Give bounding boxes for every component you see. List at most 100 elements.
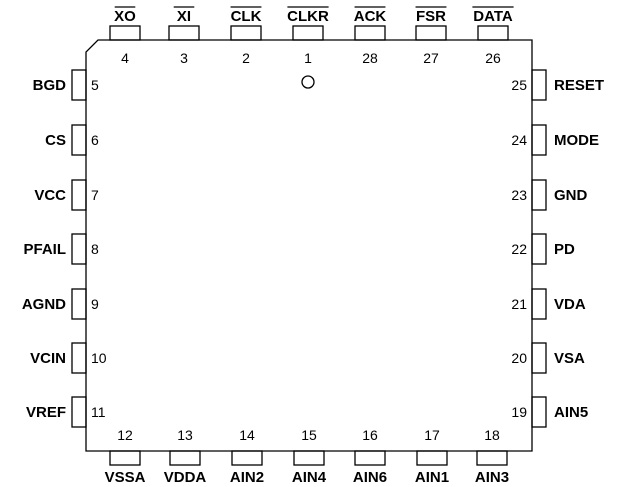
pin-signal-label: AIN6: [353, 469, 387, 486]
pin-number: 16: [362, 427, 378, 443]
pin-left-9: AGND 9: [22, 288, 99, 320]
pin-pad: [531, 342, 547, 374]
pin-1-indicator: [301, 75, 315, 89]
pin-signal-label: AIN2: [230, 469, 264, 486]
pin-bottom-18: 18 AIN3: [475, 427, 509, 486]
top-pins: XO 4 XI 3 CLK 2 CLKR 1 ACK 28 FSR 27 DATA 26: [109, 6, 514, 66]
pin-signal-label: DATA: [473, 8, 513, 25]
pin-left-11: VREF 11: [26, 396, 106, 428]
pin-pad: [109, 450, 141, 466]
pin-bottom-13: 13 VDDA: [164, 427, 207, 486]
pin-signal-label: RESET: [554, 77, 604, 94]
pin-left-7: VCC 7: [34, 179, 99, 211]
left-pins: BGD 5 CS 6 VCC 7 PFAIL 8 AGND 9 VCIN 10 VREF 11: [22, 69, 107, 428]
pin-number: 11: [91, 404, 106, 420]
pin-pad: [531, 233, 547, 265]
pin-right-21: VDA 21: [511, 288, 586, 320]
pin-right-19: AIN5 19: [511, 396, 588, 428]
pin-left-10: VCIN 10: [30, 342, 107, 374]
pin-pad: [477, 25, 509, 41]
pin-number: 21: [511, 296, 527, 312]
pin-signal-label: VCC: [34, 187, 66, 204]
pin-signal-label: GND: [554, 187, 588, 204]
pin-pad: [293, 450, 325, 466]
pin-pad: [169, 450, 201, 466]
pin-signal-label: CLKR: [287, 8, 329, 25]
pin-pad: [416, 450, 448, 466]
pin-pad: [168, 25, 200, 41]
pin-right-20: VSA 20: [511, 342, 585, 374]
pin-signal-label: AIN5: [554, 404, 588, 421]
pin-number: 5: [91, 77, 99, 93]
pin-top-4: XO 4: [109, 6, 141, 66]
bottom-pins: 12 VSSA 13 VDDA 14 AIN2 15 AIN4 16 AIN6 17 AIN1 18 AI…: [105, 427, 510, 486]
pin-left-8: PFAIL 8: [23, 233, 99, 265]
pin-top-28: ACK 28: [354, 6, 386, 66]
pin-signal-label: VREF: [26, 404, 66, 421]
pin-signal-label: FSR: [416, 8, 446, 25]
pin-right-23: GND 23: [511, 179, 588, 211]
pin-bottom-15: 15 AIN4: [292, 427, 327, 486]
pin-signal-label: XI: [177, 8, 191, 25]
pin-pad: [531, 288, 547, 320]
pin-number: 2: [242, 50, 250, 66]
pin-number: 6: [91, 132, 99, 148]
pin-number: 14: [239, 427, 255, 443]
pin-signal-label: VSSA: [105, 469, 146, 486]
pin-bottom-14: 14 AIN2: [230, 427, 264, 486]
pin-number: 28: [362, 50, 378, 66]
pin-pad: [292, 25, 324, 41]
pin-number: 25: [511, 77, 527, 93]
pin-pad: [531, 69, 547, 101]
pin-left-6: CS 6: [45, 124, 99, 156]
pin-top-27: FSR 27: [415, 6, 447, 66]
pin-pad: [71, 233, 87, 265]
pin-pad: [230, 25, 262, 41]
pin-number: 4: [121, 50, 129, 66]
pin-number: 24: [511, 132, 527, 148]
pin-signal-label: XO: [114, 8, 136, 25]
pin-number: 26: [485, 50, 501, 66]
pin-signal-label: VDDA: [164, 469, 207, 486]
pin-pad: [71, 69, 87, 101]
pin-signal-label: AGND: [22, 296, 66, 313]
pin-number: 1: [304, 50, 312, 66]
pin-bottom-12: 12 VSSA: [105, 427, 146, 486]
pin-signal-label: PD: [554, 241, 575, 258]
pin-top-2: CLK 2: [230, 6, 262, 66]
pin-pad: [71, 396, 87, 428]
package-outline: [85, 39, 533, 452]
pin-number: 23: [511, 187, 527, 203]
pin-signal-label: AIN3: [475, 469, 509, 486]
pin-bottom-17: 17 AIN1: [415, 427, 449, 486]
pin-bottom-16: 16 AIN6: [353, 427, 387, 486]
pin-number: 3: [180, 50, 188, 66]
pin-number: 17: [424, 427, 440, 443]
pin-top-1: CLKR 1: [287, 6, 329, 66]
pin-right-25: RESET 25: [511, 69, 604, 101]
pin-pad: [531, 124, 547, 156]
pin-signal-label: AIN1: [415, 469, 449, 486]
pin-number: 19: [511, 404, 527, 420]
pin-pad: [476, 450, 508, 466]
pin-number: 20: [511, 350, 527, 366]
pin-number: 13: [177, 427, 193, 443]
pin-number: 12: [117, 427, 133, 443]
pin-signal-label: VCIN: [30, 350, 66, 367]
pin-signal-label: VSA: [554, 350, 585, 367]
pin-right-24: MODE 24: [511, 124, 599, 156]
right-pins: RESET 25 MODE 24 GND 23 PD 22 VDA 21 VSA 20 AIN5 19: [511, 69, 604, 428]
pin-right-22: PD 22: [511, 233, 575, 265]
pin-pad: [354, 25, 386, 41]
pin-signal-label: CS: [45, 132, 66, 149]
pin-signal-label: AIN4: [292, 469, 327, 486]
pin-pad: [71, 124, 87, 156]
pin-pad: [231, 450, 263, 466]
pin-signal-label: BGD: [33, 77, 67, 94]
pin-pad: [71, 288, 87, 320]
pin-pad: [71, 342, 87, 374]
pin-signal-label: MODE: [554, 132, 599, 149]
pin-pad: [531, 179, 547, 211]
pin-top-26: DATA 26: [472, 6, 514, 66]
